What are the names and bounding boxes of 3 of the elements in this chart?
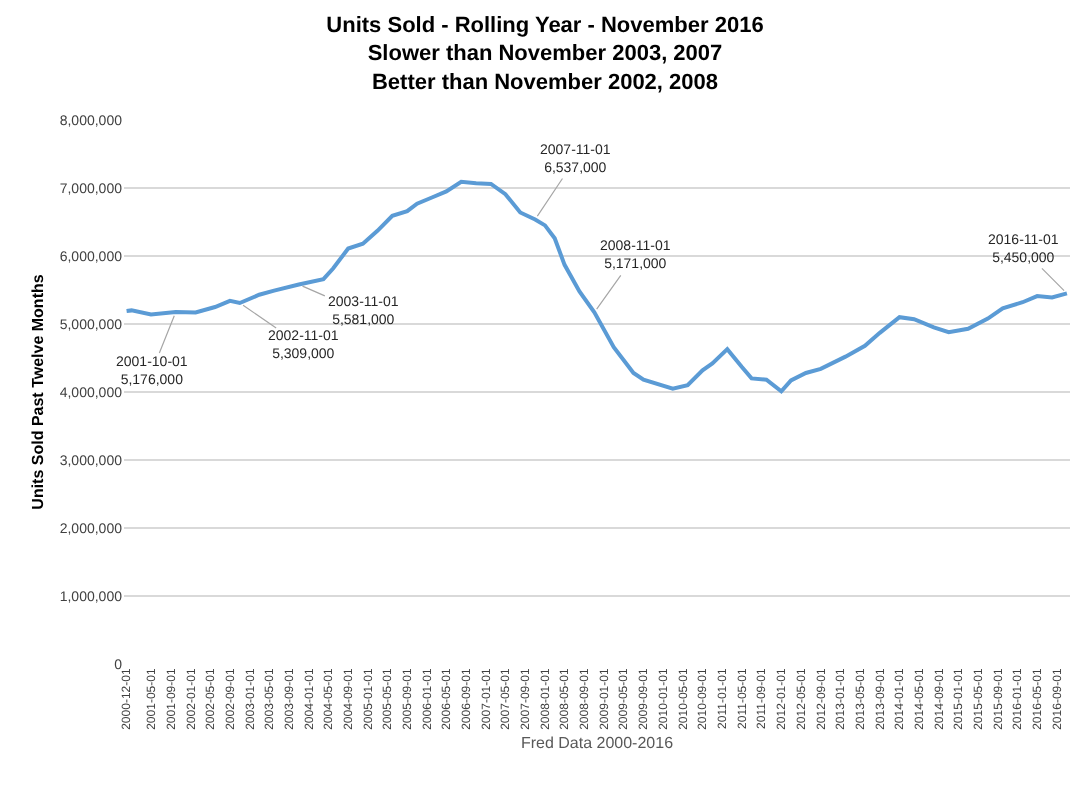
x-axis-title: Fred Data 2000-2016 (520, 734, 675, 753)
y-axis-title: Units Sold Past Twelve Months (29, 273, 48, 510)
chart-title: Units Sold - Rolling Year - November 2016 Slower than November 2003, 2007 Better than November 2002, 2008 (326, 13, 764, 95)
